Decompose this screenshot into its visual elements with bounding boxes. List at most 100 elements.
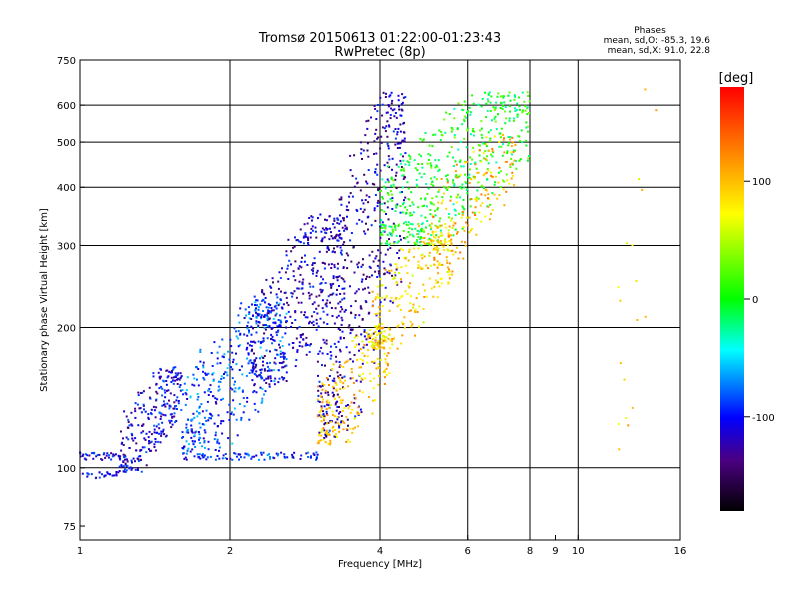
data-point bbox=[243, 333, 246, 336]
data-point bbox=[188, 443, 190, 446]
data-point bbox=[313, 311, 316, 313]
data-point bbox=[326, 323, 329, 325]
data-point bbox=[416, 239, 418, 241]
data-point bbox=[387, 193, 390, 196]
data-point bbox=[253, 384, 256, 387]
data-point bbox=[271, 335, 274, 338]
data-point bbox=[296, 349, 299, 352]
data-point bbox=[392, 185, 395, 188]
data-point bbox=[508, 141, 511, 144]
data-point bbox=[372, 347, 375, 350]
data-point bbox=[472, 127, 475, 130]
data-point bbox=[425, 264, 428, 267]
data-point bbox=[416, 311, 419, 313]
data-point bbox=[499, 101, 502, 104]
data-point bbox=[508, 119, 511, 122]
data-point bbox=[463, 115, 466, 118]
data-point bbox=[488, 91, 491, 94]
data-point bbox=[245, 453, 248, 456]
data-point bbox=[340, 316, 343, 319]
data-point bbox=[217, 385, 220, 388]
data-point bbox=[618, 448, 621, 451]
x-tick-label: 9 bbox=[552, 546, 558, 557]
data-point bbox=[482, 152, 485, 155]
data-point bbox=[339, 411, 342, 413]
data-point bbox=[348, 405, 351, 408]
data-point bbox=[176, 408, 178, 410]
data-point bbox=[134, 468, 137, 471]
data-point bbox=[292, 342, 295, 344]
data-point bbox=[396, 147, 399, 149]
data-point bbox=[412, 303, 415, 306]
data-point bbox=[465, 116, 468, 119]
data-point bbox=[155, 383, 158, 386]
data-point bbox=[231, 351, 234, 354]
data-point bbox=[325, 305, 328, 308]
data-point bbox=[136, 403, 139, 406]
data-point bbox=[459, 160, 462, 163]
data-point bbox=[321, 384, 324, 387]
data-point bbox=[451, 128, 454, 131]
data-point bbox=[316, 312, 319, 315]
colorbar bbox=[720, 87, 744, 511]
data-point bbox=[255, 357, 258, 360]
data-point bbox=[366, 361, 369, 364]
data-point bbox=[240, 418, 243, 421]
data-point bbox=[199, 441, 201, 444]
data-point bbox=[217, 414, 220, 417]
data-point bbox=[218, 442, 221, 445]
data-point bbox=[336, 267, 339, 270]
data-point bbox=[365, 180, 368, 183]
data-point bbox=[265, 306, 268, 309]
data-point bbox=[444, 238, 447, 241]
data-point bbox=[320, 240, 323, 242]
data-point bbox=[331, 430, 334, 433]
data-point bbox=[190, 418, 193, 421]
data-point bbox=[372, 300, 374, 303]
data-point bbox=[341, 376, 344, 379]
data-point bbox=[421, 139, 424, 142]
data-point bbox=[360, 148, 363, 151]
data-point bbox=[153, 443, 156, 446]
data-point bbox=[450, 243, 453, 246]
data-point bbox=[368, 341, 371, 344]
data-point bbox=[396, 241, 399, 244]
data-point bbox=[407, 231, 410, 233]
data-point bbox=[465, 146, 468, 149]
data-point bbox=[314, 230, 317, 233]
data-point bbox=[430, 226, 433, 229]
data-point bbox=[368, 396, 370, 398]
data-point bbox=[206, 400, 209, 403]
data-point bbox=[263, 326, 266, 329]
data-point bbox=[222, 356, 225, 359]
data-point bbox=[257, 410, 260, 413]
data-point bbox=[383, 225, 386, 228]
data-point bbox=[153, 431, 156, 434]
data-point bbox=[407, 284, 410, 287]
data-point bbox=[387, 181, 390, 184]
data-point bbox=[469, 111, 472, 114]
data-point bbox=[319, 213, 322, 216]
data-point bbox=[106, 452, 109, 455]
data-point bbox=[494, 106, 497, 109]
data-point bbox=[337, 340, 340, 343]
data-point bbox=[411, 228, 414, 231]
data-point bbox=[265, 278, 268, 281]
data-point bbox=[320, 392, 323, 395]
data-point bbox=[343, 241, 346, 244]
data-point bbox=[235, 418, 238, 421]
data-point bbox=[513, 98, 516, 101]
data-point bbox=[424, 132, 427, 134]
data-point bbox=[350, 329, 353, 332]
data-point bbox=[203, 441, 206, 444]
data-point bbox=[402, 167, 405, 170]
data-point bbox=[518, 105, 521, 108]
data-point bbox=[514, 110, 517, 112]
data-point bbox=[265, 314, 268, 317]
data-point bbox=[507, 136, 510, 139]
data-point bbox=[160, 415, 163, 418]
data-point bbox=[317, 304, 320, 307]
data-point bbox=[134, 410, 137, 413]
data-point bbox=[221, 457, 224, 460]
data-point bbox=[455, 232, 458, 235]
